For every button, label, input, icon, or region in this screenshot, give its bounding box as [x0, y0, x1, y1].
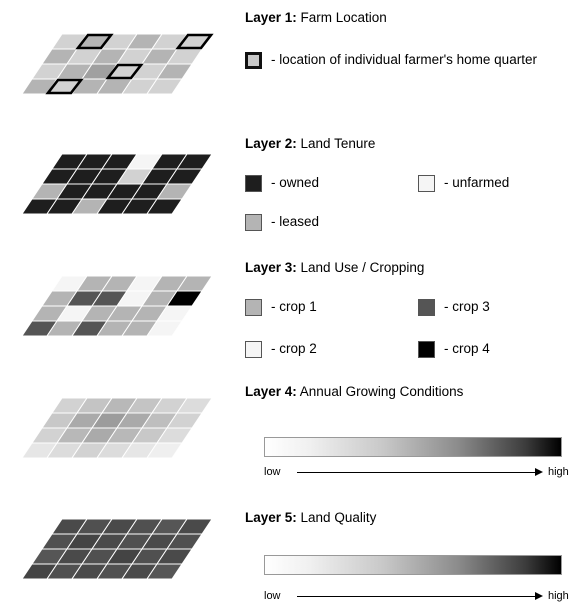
layer-4-title-bold: Layer 4:	[245, 384, 297, 399]
home-quarter-swatch	[245, 52, 262, 69]
quality-low-label: low	[264, 590, 281, 602]
growing-conditions-gradient	[264, 437, 562, 457]
growing-low-label: low	[264, 466, 281, 478]
layer-4-title-text: Annual Growing Conditions	[296, 384, 464, 399]
quality-high-label: high	[548, 590, 569, 602]
layer-2-title-text: Land Tenure	[296, 136, 376, 151]
unfarmed-label: - unfarmed	[444, 175, 510, 190]
grid-cell	[146, 78, 183, 95]
layer-1-title-text: Farm Location	[296, 10, 387, 25]
owned-label: - owned	[271, 175, 320, 190]
quality-arrow-line	[297, 596, 537, 597]
growing-arrow-line	[297, 472, 537, 473]
layer-1-title: Layer 1: Farm Location	[245, 10, 387, 25]
land-use-grid	[21, 275, 213, 337]
crop2-swatch	[245, 341, 262, 358]
land-quality-gradient	[264, 555, 562, 575]
home-quarter-marker	[45, 78, 84, 95]
home-quarter-marker	[175, 33, 214, 50]
growing-conditions-grid	[21, 397, 213, 459]
quality-arrow-head	[535, 592, 543, 600]
layer-2-title-bold: Layer 2:	[245, 136, 297, 151]
crop4-swatch	[418, 341, 435, 358]
layer-grids	[21, 33, 214, 580]
home-quarter-marker	[75, 33, 114, 50]
layer-3-title: Layer 3: Land Use / Cropping	[245, 260, 424, 275]
layer-3-title-text: Land Use / Cropping	[296, 260, 425, 275]
layer-2-title: Layer 2: Land Tenure	[245, 136, 375, 151]
farm-location-grid	[21, 33, 214, 95]
crop3-swatch	[418, 299, 435, 316]
leased-swatch	[245, 214, 262, 231]
layer-3-title-bold: Layer 3:	[245, 260, 297, 275]
land-quality-grid	[21, 518, 213, 580]
grid-cell	[146, 442, 183, 459]
crop2-label: - crop 2	[271, 341, 317, 356]
crop4-label: - crop 4	[444, 341, 490, 356]
home-quarter-label: - location of individual farmer's home q…	[271, 52, 537, 67]
leased-label: - leased	[271, 214, 320, 229]
grid-cell	[146, 563, 183, 580]
layer-5-title: Layer 5: Land Quality	[245, 510, 376, 525]
crop1-swatch	[245, 299, 262, 316]
layer-5-title-bold: Layer 5:	[245, 510, 297, 525]
layer-1-title-bold: Layer 1:	[245, 10, 297, 25]
growing-high-label: high	[548, 466, 569, 478]
crop1-label: - crop 1	[271, 299, 317, 314]
growing-arrow-head	[535, 468, 543, 476]
grid-cell	[146, 198, 183, 215]
layer-5-title-text: Land Quality	[296, 510, 377, 525]
land-tenure-grid	[21, 153, 213, 215]
layer-4-title: Layer 4: Annual Growing Conditions	[245, 384, 463, 399]
crop3-label: - crop 3	[444, 299, 490, 314]
unfarmed-swatch	[418, 175, 435, 192]
owned-swatch	[245, 175, 262, 192]
home-quarter-marker	[105, 63, 144, 80]
grid-cell	[146, 320, 183, 337]
